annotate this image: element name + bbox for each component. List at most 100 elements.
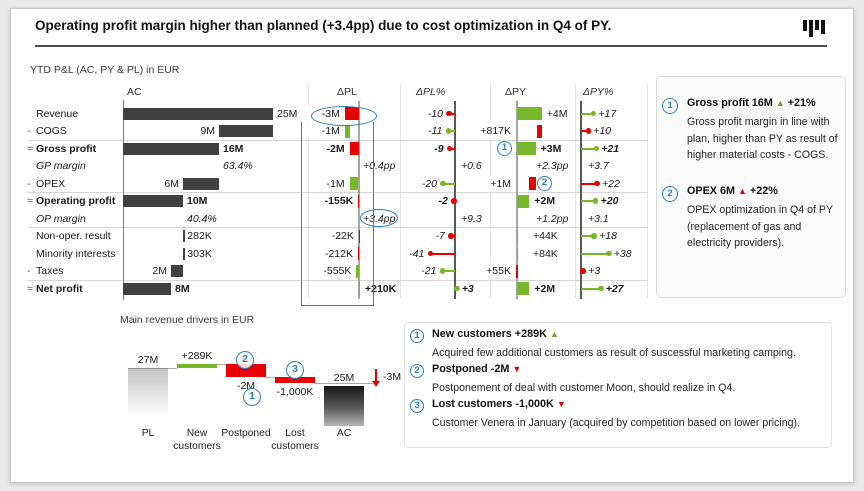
driver-note-marker: 2 [236,351,254,369]
column-separator [647,84,648,298]
gridline [28,192,648,193]
dpl-pct-pin-dot [454,285,460,292]
driver-category: New customers [173,428,221,452]
dpl-value: -22K [317,228,356,245]
dpl-value: -1M [303,123,342,140]
row-label: OP margin [36,212,86,225]
dpl-pct-margin-value: +9.3 [461,212,482,225]
dpl-value: -1M [308,175,347,192]
dpy-value: +84K [531,245,560,262]
dpy-bar [517,107,542,121]
dpl-pct-value: +3 [461,282,474,295]
dpy-pct-value: +21 [601,142,620,155]
ac-value: 16M [223,142,244,155]
dpy-note-marker: 2 [537,176,552,192]
dpy-pct-pin [581,200,596,203]
dpl-bar [349,142,359,156]
dpy-pct-pin-dot [585,128,592,134]
driver-category: Postponed [221,428,271,439]
dpy-bar [517,247,519,261]
dpl-bar [344,124,350,138]
note-body: Acquired few additional customers as res… [432,347,796,359]
dpy-pct-pin [581,112,594,115]
dpy-value: +1M [473,175,513,192]
row-prefix: - [27,177,31,190]
dpl-pct-value: -41 [409,247,425,260]
dpl-pct-pin-dot [427,250,434,257]
dpy-bar [529,177,536,191]
dpy-pct-pin [581,147,597,150]
dpy-bar [517,282,530,296]
dpy-pct-pin [581,287,601,290]
down-triangle-icon: ▲ [738,186,747,196]
variance-value: -3M [383,371,402,383]
highlight-ellipse-revenue-dpl [311,106,377,126]
note-title: Postponed -2M ▼ [432,363,522,375]
driver-value: +289K [181,350,213,362]
dpy-pct-pin [581,235,595,238]
note-body: Gross profit margin in line with plan, h… [687,116,838,161]
row-label: COGS [36,125,67,138]
ac-value: 303K [187,247,212,260]
company-logo-icon [803,20,825,37]
dpy-pct-pin-dot [593,145,600,152]
dpy-value: +2M [532,193,558,210]
dpl-pct-pin-dot [439,268,446,274]
note-title: New customers +289K ▲ [432,328,559,340]
ac-value: 63.4% [223,160,253,173]
dpy-bar [517,142,536,156]
row-prefix: = [27,195,34,208]
dpy-value: +55K [473,263,513,280]
column-separator [575,84,576,298]
row-label: Taxes [36,265,64,278]
highlight-ellipse-op-margin [360,209,398,227]
dpl-value: -555K [315,263,354,280]
dpy-pct-pin-dot [592,198,599,204]
dpl-pct-pin [443,182,455,185]
driver-bar [324,386,364,426]
ac-bar [219,125,273,138]
dpl-pct-pin [449,112,455,115]
dpl-pct-value: -7 [435,230,445,243]
row-label: Non-oper. result [36,230,111,243]
dpy-pct-pin-dot [591,233,597,239]
ac-value: 40.4% [187,212,217,225]
col-header-dpl: ΔPL [337,86,357,98]
gridline [28,140,648,141]
ac-value: 2M [152,265,167,278]
dpy-value: +3M [538,140,564,157]
dpy-pct-value: +10 [593,125,612,138]
dpy-pct-pin [581,252,609,255]
driver-bar [177,364,217,368]
dpl-pct-value: -21 [421,265,437,278]
ac-value: 8M [175,282,190,295]
dpy-pct-value: +20 [600,195,619,208]
driver-value: -1,000K [276,386,314,398]
dpl-pct-pin-dot [446,145,453,152]
driver-connector [266,377,275,378]
dpy-pct-margin-value: +3.7 [588,160,609,173]
row-prefix: - [27,265,31,278]
note-body: OPEX optimization in Q4 of PY (replaceme… [687,204,833,249]
dpy-value: +2M [532,280,558,297]
dpy-pct-value: +3 [588,265,601,278]
dpl-pct-margin-value: +0.6 [461,160,482,173]
dpy-pct-pin-dot [580,268,586,274]
title-underline [35,45,827,47]
driver-category: PL [141,428,155,439]
ac-bar [183,247,185,260]
driver-category: Lost customers [271,428,319,452]
driver-category: AC [336,428,352,439]
col-header-dpy: ΔPY [505,86,527,98]
dpl-bar [359,282,361,296]
row-prefix: = [27,282,34,295]
dpl-bar [349,177,359,191]
ac-value: 10M [187,195,208,208]
ac-bar [171,265,183,278]
note-marker: 1 [410,329,424,343]
dpy-pct-margin-value: +3.1 [588,212,609,225]
ac-bar [123,195,183,208]
row-label: Minority interests [36,247,116,260]
row-prefix: - [27,125,31,138]
